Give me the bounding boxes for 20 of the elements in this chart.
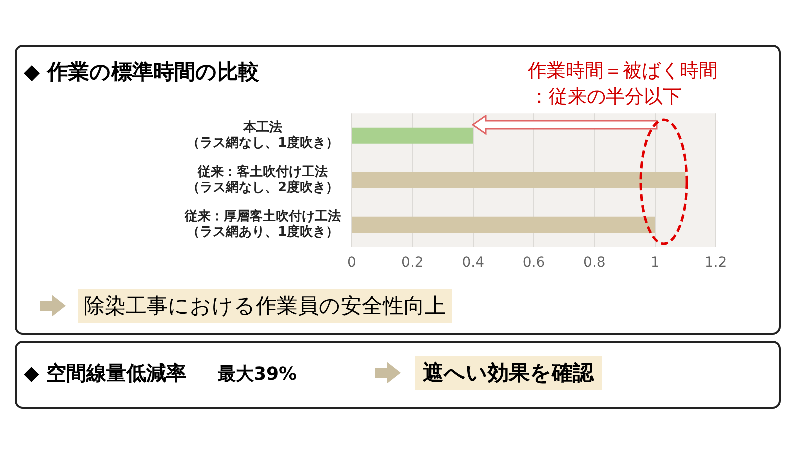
bar <box>352 172 686 188</box>
text: 除染工事における作業員の安全性向上 <box>78 289 452 323</box>
y-tick-label: 従来：客土吹付け工法（ラス網なし、2度吹き） <box>186 164 340 196</box>
x-tick-label: 0 <box>348 255 356 272</box>
text: 最大39% <box>218 363 298 386</box>
y-tick-label: 従来：厚層客土吹付け工法（ラス網あり、1度吹き） <box>184 208 341 240</box>
text: ：従来の半分以下 <box>530 85 682 110</box>
bar <box>352 216 656 233</box>
text: 作業時間＝被ばく時間 <box>528 59 718 84</box>
x-tick-label: 0.2 <box>402 255 424 272</box>
text: 遮へい効果を確認 <box>415 356 602 390</box>
text: ◆ 作業の標準時間の比較 <box>24 59 260 86</box>
x-tick-label: 0.4 <box>462 255 485 272</box>
x-tick-label: 1 <box>650 255 660 272</box>
bar <box>352 128 474 144</box>
x-tick-label: 1.2 <box>704 255 728 272</box>
x-tick-label: 0.6 <box>522 255 546 272</box>
x-tick-label: 0.8 <box>584 255 606 272</box>
y-tick-label: 本工法（ラス網なし、1度吹き） <box>186 120 340 152</box>
text: ◆ 空間線量低減率 <box>24 360 186 387</box>
